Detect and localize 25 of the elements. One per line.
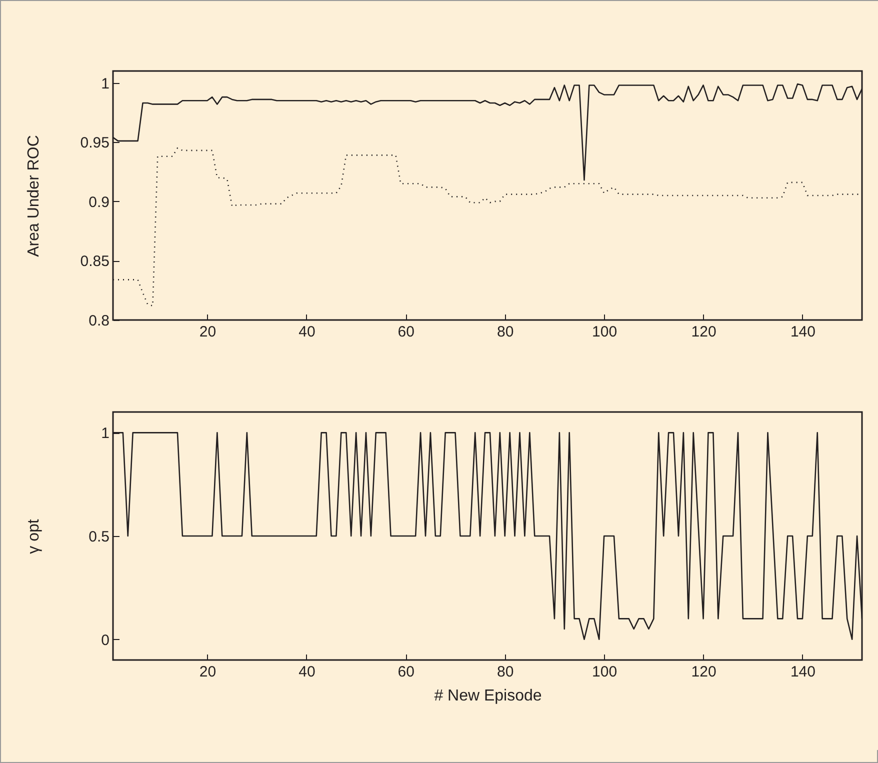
x-tick-label: 120 xyxy=(691,324,716,340)
x-tick-label: 60 xyxy=(398,324,414,340)
x-tick-label: 20 xyxy=(199,664,216,680)
y-tick-label: 0.5 xyxy=(88,528,110,546)
x-tick-label: 80 xyxy=(497,324,514,340)
x-tick-label: 40 xyxy=(298,324,316,340)
y-tick-label: 0.9 xyxy=(88,194,110,211)
x-axis-title: # New Episode xyxy=(434,688,542,704)
x-tick-label: 60 xyxy=(398,664,414,680)
y-axis-title: γ opt xyxy=(26,518,42,554)
x-tick-label: 140 xyxy=(790,664,816,680)
y-tick-label: 1 xyxy=(101,75,110,92)
y-tick-label: 0 xyxy=(101,632,110,649)
x-tick-label: 100 xyxy=(592,324,618,340)
x-tick-label: 140 xyxy=(790,324,816,340)
x-tick-label: 100 xyxy=(592,664,618,680)
y-tick-label: 0.95 xyxy=(80,134,110,152)
y-axis-title: Area Under ROC xyxy=(26,135,42,257)
y-tick-label: 1 xyxy=(101,425,110,442)
x-tick-label: 40 xyxy=(298,664,316,680)
x-tick-label: 80 xyxy=(497,664,514,680)
x-tick-label: 120 xyxy=(691,664,716,680)
y-tick-label: 0.8 xyxy=(88,312,110,330)
y-tick-label: 0.85 xyxy=(80,253,110,270)
x-tick-label: 20 xyxy=(199,324,216,340)
